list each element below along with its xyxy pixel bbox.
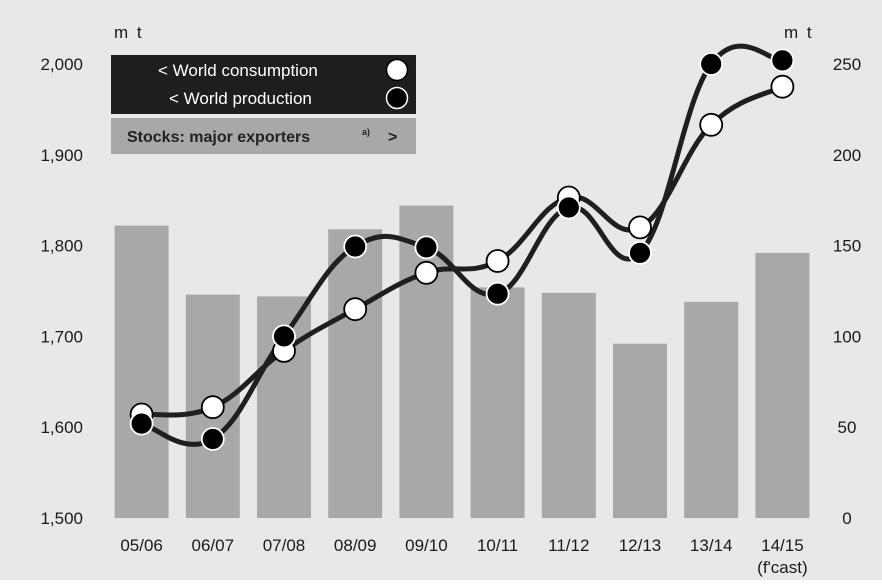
x-tick-label-08/09: 08/09: [334, 536, 377, 555]
left-tick-label-1800: 1,800: [40, 237, 83, 256]
world-production-point-09/10: [414, 235, 439, 260]
world-consumption-point-12/13: [628, 215, 652, 240]
legend-consumption-box: [111, 55, 416, 84]
right-axis: 0 50 100 150 200 250: [833, 55, 861, 528]
right-tick-label-150: 150: [833, 237, 861, 256]
world-production-point-08/09: [343, 234, 368, 259]
right-tick-label-250: 250: [833, 55, 861, 74]
stock-bar-14/15: [755, 252, 810, 518]
x-axis: 05/06 06/07 07/08 08/09 09/10 10/11 11/12 12/13…: [120, 536, 807, 577]
world-production-point-11/12: [556, 195, 581, 220]
legend: < World consumption < World production S…: [111, 55, 416, 154]
series-markers: [129, 48, 795, 451]
world-production-point-13/14: [699, 52, 724, 76]
stock-bar-10/11: [470, 287, 525, 518]
left-tick-label-1600: 1,600: [40, 418, 83, 437]
world-consumption-point-10/11: [485, 249, 510, 273]
legend-production-marker: [385, 86, 409, 110]
world-consumption-line: [139, 84, 785, 418]
legend-consumption-marker: [385, 58, 409, 82]
world-production-point-12/13: [628, 240, 652, 265]
world-consumption-point-08/09: [343, 297, 368, 322]
left-tick-label-1700: 1,700: [40, 327, 83, 346]
stocks-bars: [114, 205, 810, 519]
right-tick-label-0: 0: [842, 509, 851, 528]
legend-production-label: < World production: [169, 89, 312, 108]
x-tick-label-14/15: 14/15: [761, 536, 804, 555]
legend-stocks-arrow: >: [388, 129, 397, 146]
world-production-point-05/06: [129, 411, 154, 436]
right-tick-label-50: 50: [838, 418, 857, 437]
stock-bar-11/12: [541, 292, 596, 518]
right-tick-label-100: 100: [833, 327, 861, 346]
world-production-point-07/08: [272, 324, 296, 349]
right-axis-unit: m t: [784, 23, 814, 42]
x-tick-label-06/07: 06/07: [192, 536, 235, 555]
stock-bar-05/06: [114, 225, 169, 518]
x-tick-sublabel: (f'cast): [757, 558, 807, 577]
x-tick-label-13/14: 13/14: [690, 536, 733, 555]
legend-stocks-label: Stocks: major exporters: [127, 129, 310, 146]
left-tick-label-2000: 2,000: [40, 55, 83, 74]
left-axis: 1,500 1,600 1,700 1,800 1,900 2,000: [40, 55, 83, 528]
stock-bar-12/13: [613, 343, 667, 518]
bottom-margin: [0, 580, 882, 584]
legend-stocks-superscript: a): [362, 127, 370, 137]
world-production-point-06/07: [200, 427, 225, 451]
world-consumption-point-13/14: [699, 112, 724, 137]
world-consumption-point-09/10: [414, 260, 439, 285]
stock-bar-13/14: [684, 301, 739, 518]
x-tick-label-05/06: 05/06: [120, 536, 163, 555]
x-tick-label-12/13: 12/13: [619, 536, 662, 555]
stock-bar-08/09: [328, 229, 383, 519]
left-axis-unit: m t: [114, 23, 144, 42]
world-production-point-10/11: [485, 281, 510, 306]
legend-stocks-box: [111, 118, 416, 154]
x-tick-label-11/12: 11/12: [548, 536, 589, 555]
left-tick-label-1900: 1,900: [40, 146, 83, 165]
x-tick-label-09/10: 09/10: [405, 536, 448, 555]
world-consumption-point-14/15: [770, 74, 795, 99]
legend-consumption-label: < World consumption: [158, 61, 318, 80]
world-consumption-point-06/07: [200, 395, 225, 420]
x-tick-label-10/11: 10/11: [477, 536, 518, 555]
legend-production-box: [111, 84, 416, 114]
x-tick-label-07/08: 07/08: [263, 536, 306, 555]
right-tick-label-200: 200: [833, 146, 861, 165]
left-tick-label-1500: 1,500: [40, 509, 83, 528]
world-production-point-14/15: [770, 48, 795, 73]
